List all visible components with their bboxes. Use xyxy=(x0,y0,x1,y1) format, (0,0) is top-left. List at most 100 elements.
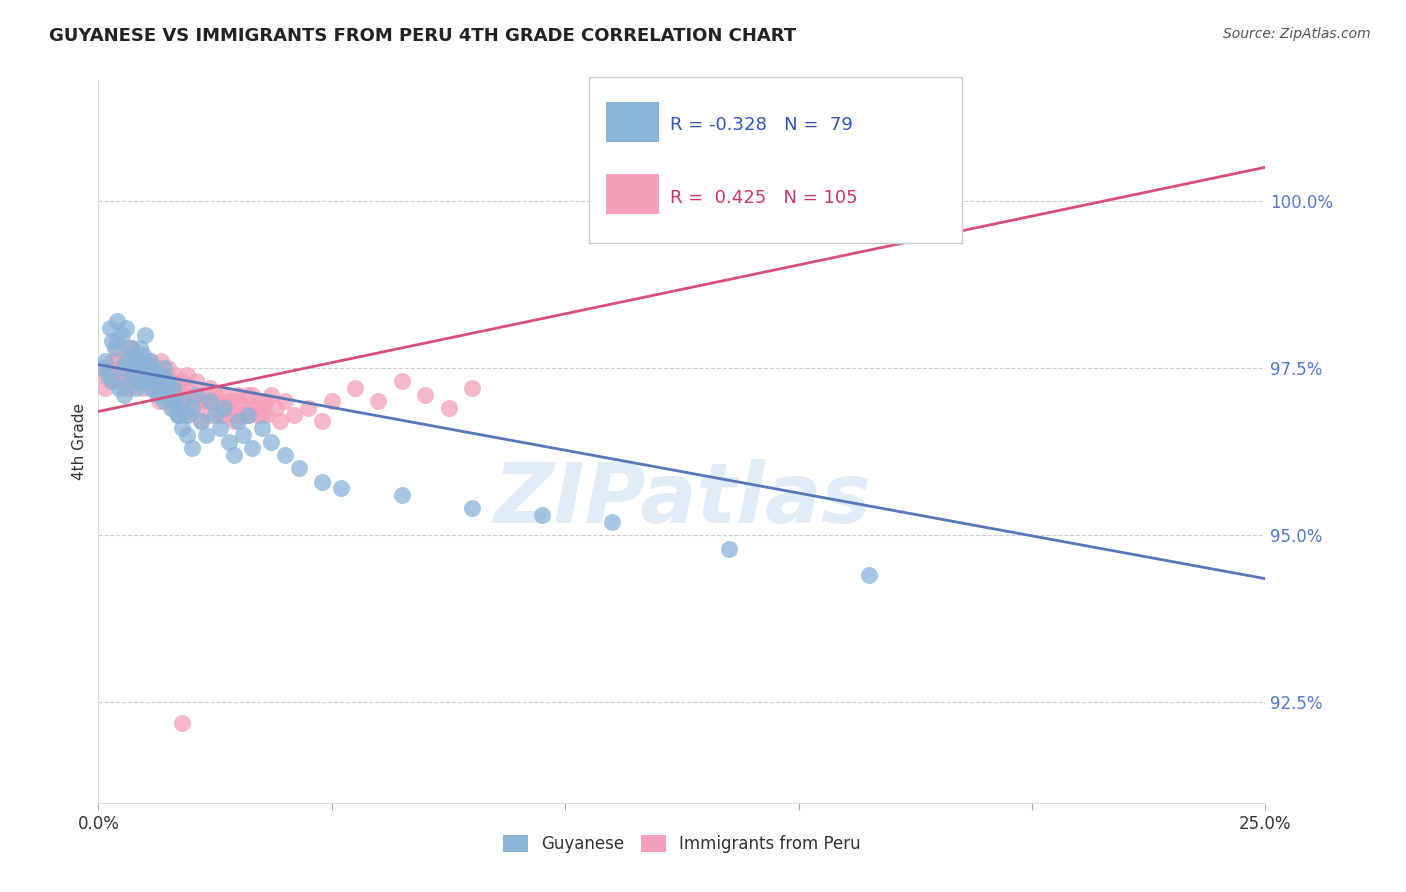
Point xyxy=(297,401,319,415)
Point xyxy=(166,408,188,422)
Point xyxy=(143,381,166,395)
Point xyxy=(222,448,245,462)
Point xyxy=(136,368,159,382)
Point xyxy=(200,408,222,422)
Point xyxy=(236,408,259,422)
Point xyxy=(218,394,240,409)
Point xyxy=(232,408,254,422)
Point xyxy=(256,408,278,422)
Point xyxy=(172,394,194,409)
Point xyxy=(97,368,120,382)
Point xyxy=(250,421,273,435)
Point xyxy=(166,381,188,395)
Point xyxy=(208,408,231,422)
Point xyxy=(858,568,880,582)
Point xyxy=(91,368,114,382)
FancyBboxPatch shape xyxy=(589,77,962,243)
Point xyxy=(129,368,152,382)
Point xyxy=(283,408,305,422)
Point xyxy=(228,414,250,428)
Point xyxy=(134,327,156,342)
Point xyxy=(155,374,177,388)
Point xyxy=(152,368,174,382)
Point xyxy=(176,427,198,442)
Point xyxy=(250,394,273,409)
Point xyxy=(173,387,195,401)
Point xyxy=(330,481,353,495)
Point xyxy=(152,360,174,375)
Point xyxy=(148,374,170,388)
Point xyxy=(214,387,236,401)
Point xyxy=(228,394,250,409)
Point xyxy=(242,387,264,401)
Point xyxy=(134,354,156,368)
Point xyxy=(274,394,297,409)
Point xyxy=(111,374,134,388)
Point xyxy=(236,408,259,422)
Point xyxy=(105,334,128,348)
Point xyxy=(148,394,170,409)
Point xyxy=(208,401,231,415)
Legend: Guyanese, Immigrants from Peru: Guyanese, Immigrants from Peru xyxy=(496,828,868,860)
Point xyxy=(159,374,181,388)
Point xyxy=(190,387,212,401)
Point xyxy=(120,341,142,355)
Point xyxy=(115,321,138,335)
Point xyxy=(256,394,278,409)
Point xyxy=(152,394,174,409)
Point xyxy=(125,360,148,375)
Point xyxy=(127,354,149,368)
Point xyxy=(222,408,245,422)
Point xyxy=(146,387,169,401)
Point xyxy=(101,374,124,388)
Text: ZIPatlas: ZIPatlas xyxy=(494,458,870,540)
Point xyxy=(344,381,367,395)
Point xyxy=(94,354,117,368)
Point xyxy=(125,381,148,395)
Y-axis label: 4th Grade: 4th Grade xyxy=(72,403,87,480)
Point xyxy=(152,374,174,388)
Point xyxy=(321,394,343,409)
Point xyxy=(148,368,170,382)
Point xyxy=(194,394,217,409)
Point xyxy=(97,360,120,375)
Point xyxy=(134,360,156,375)
Point xyxy=(236,387,259,401)
Point xyxy=(172,421,194,435)
Point xyxy=(134,360,156,375)
Point xyxy=(600,515,623,529)
Point xyxy=(208,421,231,435)
Point xyxy=(172,715,194,730)
Point xyxy=(111,368,134,382)
Point xyxy=(115,368,138,382)
Point xyxy=(264,401,287,415)
Point xyxy=(204,408,226,422)
Point xyxy=(461,501,484,516)
Point xyxy=(437,401,460,415)
Point xyxy=(311,414,333,428)
Point xyxy=(94,381,117,395)
FancyBboxPatch shape xyxy=(606,174,658,214)
Text: Source: ZipAtlas.com: Source: ZipAtlas.com xyxy=(1223,27,1371,41)
Point xyxy=(91,360,114,375)
Point xyxy=(204,394,226,409)
Text: R = -0.328   N =  79: R = -0.328 N = 79 xyxy=(671,117,853,135)
Point xyxy=(136,374,159,388)
Point xyxy=(222,414,245,428)
Point xyxy=(98,374,121,388)
Point xyxy=(246,401,269,415)
Point xyxy=(157,374,180,388)
Point xyxy=(134,374,156,388)
Point xyxy=(129,374,152,388)
Point xyxy=(146,360,169,375)
Text: GUYANESE VS IMMIGRANTS FROM PERU 4TH GRADE CORRELATION CHART: GUYANESE VS IMMIGRANTS FROM PERU 4TH GRA… xyxy=(49,27,796,45)
Point xyxy=(122,360,145,375)
Point xyxy=(165,394,187,409)
Point xyxy=(194,394,217,409)
Point xyxy=(190,414,212,428)
Text: R =  0.425   N = 105: R = 0.425 N = 105 xyxy=(671,189,858,207)
Point xyxy=(118,374,141,388)
Point xyxy=(176,408,198,422)
Point xyxy=(125,354,148,368)
Point xyxy=(186,387,208,401)
